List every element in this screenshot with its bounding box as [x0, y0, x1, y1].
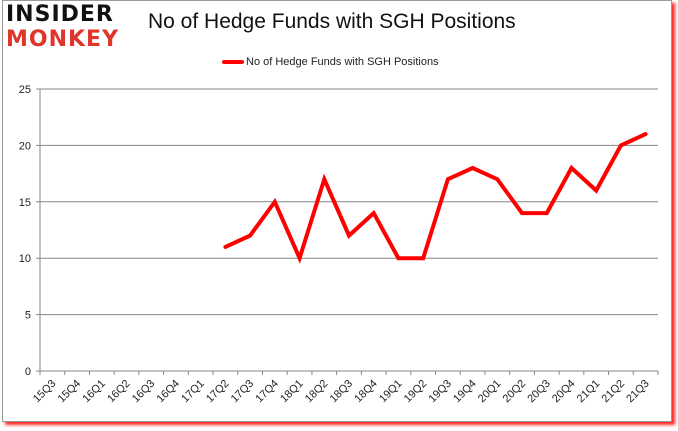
y-tick-label: 15: [19, 197, 31, 209]
x-tick-label: 18Q2: [303, 378, 331, 406]
x-tick-label: 20Q4: [550, 378, 578, 406]
x-tick-label: 17Q4: [253, 378, 281, 406]
axes: [39, 89, 658, 372]
chart-legend: No of Hedge Funds with SGH Positions: [222, 55, 439, 69]
y-tick-label: 20: [19, 140, 31, 152]
chart-title: No of Hedge Funds with SGH Positions: [148, 10, 516, 33]
insider-monkey-logo: INSIDER MONKEY: [6, 4, 126, 54]
legend-line-swatch-icon: [222, 60, 244, 64]
x-tick-label: 19Q1: [377, 378, 405, 406]
x-tick-label: 20Q2: [501, 378, 529, 406]
x-tick-label: 19Q3: [426, 378, 454, 406]
x-tick-label: 20Q1: [476, 378, 504, 406]
y-tick-label: 25: [19, 84, 31, 96]
x-tick-label: 21Q3: [624, 378, 652, 406]
x-tick-label: 19Q2: [402, 378, 430, 406]
y-tick-label: 5: [25, 310, 31, 322]
logo-line-2: MONKEY: [6, 27, 120, 52]
x-tick-label: 15Q4: [56, 378, 84, 406]
x-tick-label: 18Q3: [328, 378, 356, 406]
x-tick-label: 16Q3: [130, 378, 158, 406]
x-tick-label: 15Q3: [31, 378, 59, 406]
x-tick-label: 17Q1: [179, 378, 207, 406]
x-tick-label: 21Q1: [575, 378, 603, 406]
x-tick-label: 18Q1: [278, 378, 306, 406]
x-tick-label: 21Q2: [600, 378, 628, 406]
x-tick-label: 16Q2: [105, 378, 133, 406]
legend-label: No of Hedge Funds with SGH Positions: [246, 56, 439, 68]
x-tick-label: 16Q1: [80, 378, 108, 406]
x-tick-label: 18Q4: [352, 378, 380, 406]
x-tick-label: 19Q4: [451, 378, 479, 406]
x-tick-label: 20Q3: [525, 378, 553, 406]
x-tick-label: 17Q2: [204, 378, 232, 406]
y-axis-ticks: 0 5 10 15 20 25: [19, 84, 40, 378]
y-tick-label: 10: [19, 253, 31, 265]
logo-line-1: INSIDER: [6, 2, 114, 27]
data-series: [223, 132, 648, 264]
x-axis-ticks: 15Q315Q416Q116Q216Q316Q417Q117Q217Q317Q4…: [31, 371, 659, 406]
series-line: [223, 132, 648, 264]
x-tick-label: 17Q3: [229, 378, 257, 406]
x-tick-label: 16Q4: [155, 378, 183, 406]
gridlines: [40, 88, 658, 316]
y-tick-label: 0: [25, 366, 31, 378]
